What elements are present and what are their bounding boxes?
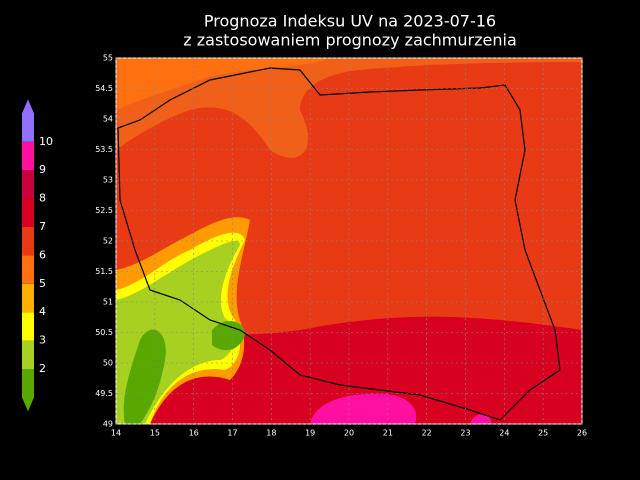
x-tick-label: 15 bbox=[150, 429, 160, 438]
x-tick-label: 22 bbox=[422, 429, 432, 438]
y-tick-label: 53.5 bbox=[95, 145, 113, 154]
x-tick-label: 25 bbox=[538, 429, 548, 438]
y-tick-label: 49 bbox=[103, 420, 113, 429]
legend-label: 9 bbox=[39, 163, 46, 176]
x-tick-label: 20 bbox=[344, 429, 354, 438]
x-tick-label: 23 bbox=[460, 429, 470, 438]
country-border bbox=[117, 67, 561, 421]
y-tick-label: 52 bbox=[103, 237, 113, 246]
legend-band bbox=[22, 141, 34, 171]
y-tick-label: 54.5 bbox=[95, 84, 113, 93]
y-tick-label: 52.5 bbox=[95, 206, 113, 215]
y-tick-label: 53 bbox=[103, 176, 113, 185]
legend-label: 10 bbox=[39, 135, 53, 148]
legend-band bbox=[22, 227, 34, 256]
field-magenta bbox=[310, 393, 417, 424]
legend-label: 3 bbox=[39, 334, 46, 347]
title-line: z zastosowaniem prognozy zachmurzenia bbox=[183, 31, 517, 50]
legend-band bbox=[22, 340, 34, 369]
legend-label: 2 bbox=[39, 362, 46, 375]
legend-band bbox=[22, 369, 34, 412]
field-coast-orange bbox=[116, 58, 330, 110]
x-tick-label: 16 bbox=[189, 429, 199, 438]
x-tick-label: 14 bbox=[111, 429, 121, 438]
y-tick-label: 54 bbox=[103, 115, 113, 124]
legend-label: 8 bbox=[39, 192, 46, 205]
legend-band bbox=[22, 99, 34, 142]
title-line: Prognoza Indeksu UV na 2023-07-16 bbox=[204, 12, 496, 31]
legend-band bbox=[22, 312, 34, 341]
y-tick-label: 50.5 bbox=[95, 328, 113, 337]
legend-band bbox=[22, 198, 34, 227]
x-tick-label: 24 bbox=[499, 429, 509, 438]
y-tick-label: 51.5 bbox=[95, 267, 113, 276]
legend-label: 6 bbox=[39, 248, 46, 261]
x-tick-label: 19 bbox=[305, 429, 315, 438]
legend-band bbox=[22, 283, 34, 313]
field-magenta bbox=[470, 414, 492, 424]
x-tick-label: 26 bbox=[577, 429, 587, 438]
y-tick-label: 51 bbox=[103, 298, 113, 307]
x-tick-label: 18 bbox=[266, 429, 276, 438]
legend-label: 4 bbox=[39, 305, 46, 318]
legend-label: 5 bbox=[39, 277, 46, 290]
legend-band bbox=[22, 255, 34, 284]
legend-label: 7 bbox=[39, 220, 46, 233]
legend-band bbox=[22, 170, 34, 199]
x-tick-label: 17 bbox=[227, 429, 237, 438]
y-tick-label: 55 bbox=[103, 54, 113, 63]
field-green bbox=[123, 320, 245, 424]
y-tick-label: 50 bbox=[103, 359, 113, 368]
field-coast bbox=[116, 58, 582, 158]
y-tick-label: 49.5 bbox=[95, 389, 113, 398]
x-tick-label: 21 bbox=[383, 429, 393, 438]
